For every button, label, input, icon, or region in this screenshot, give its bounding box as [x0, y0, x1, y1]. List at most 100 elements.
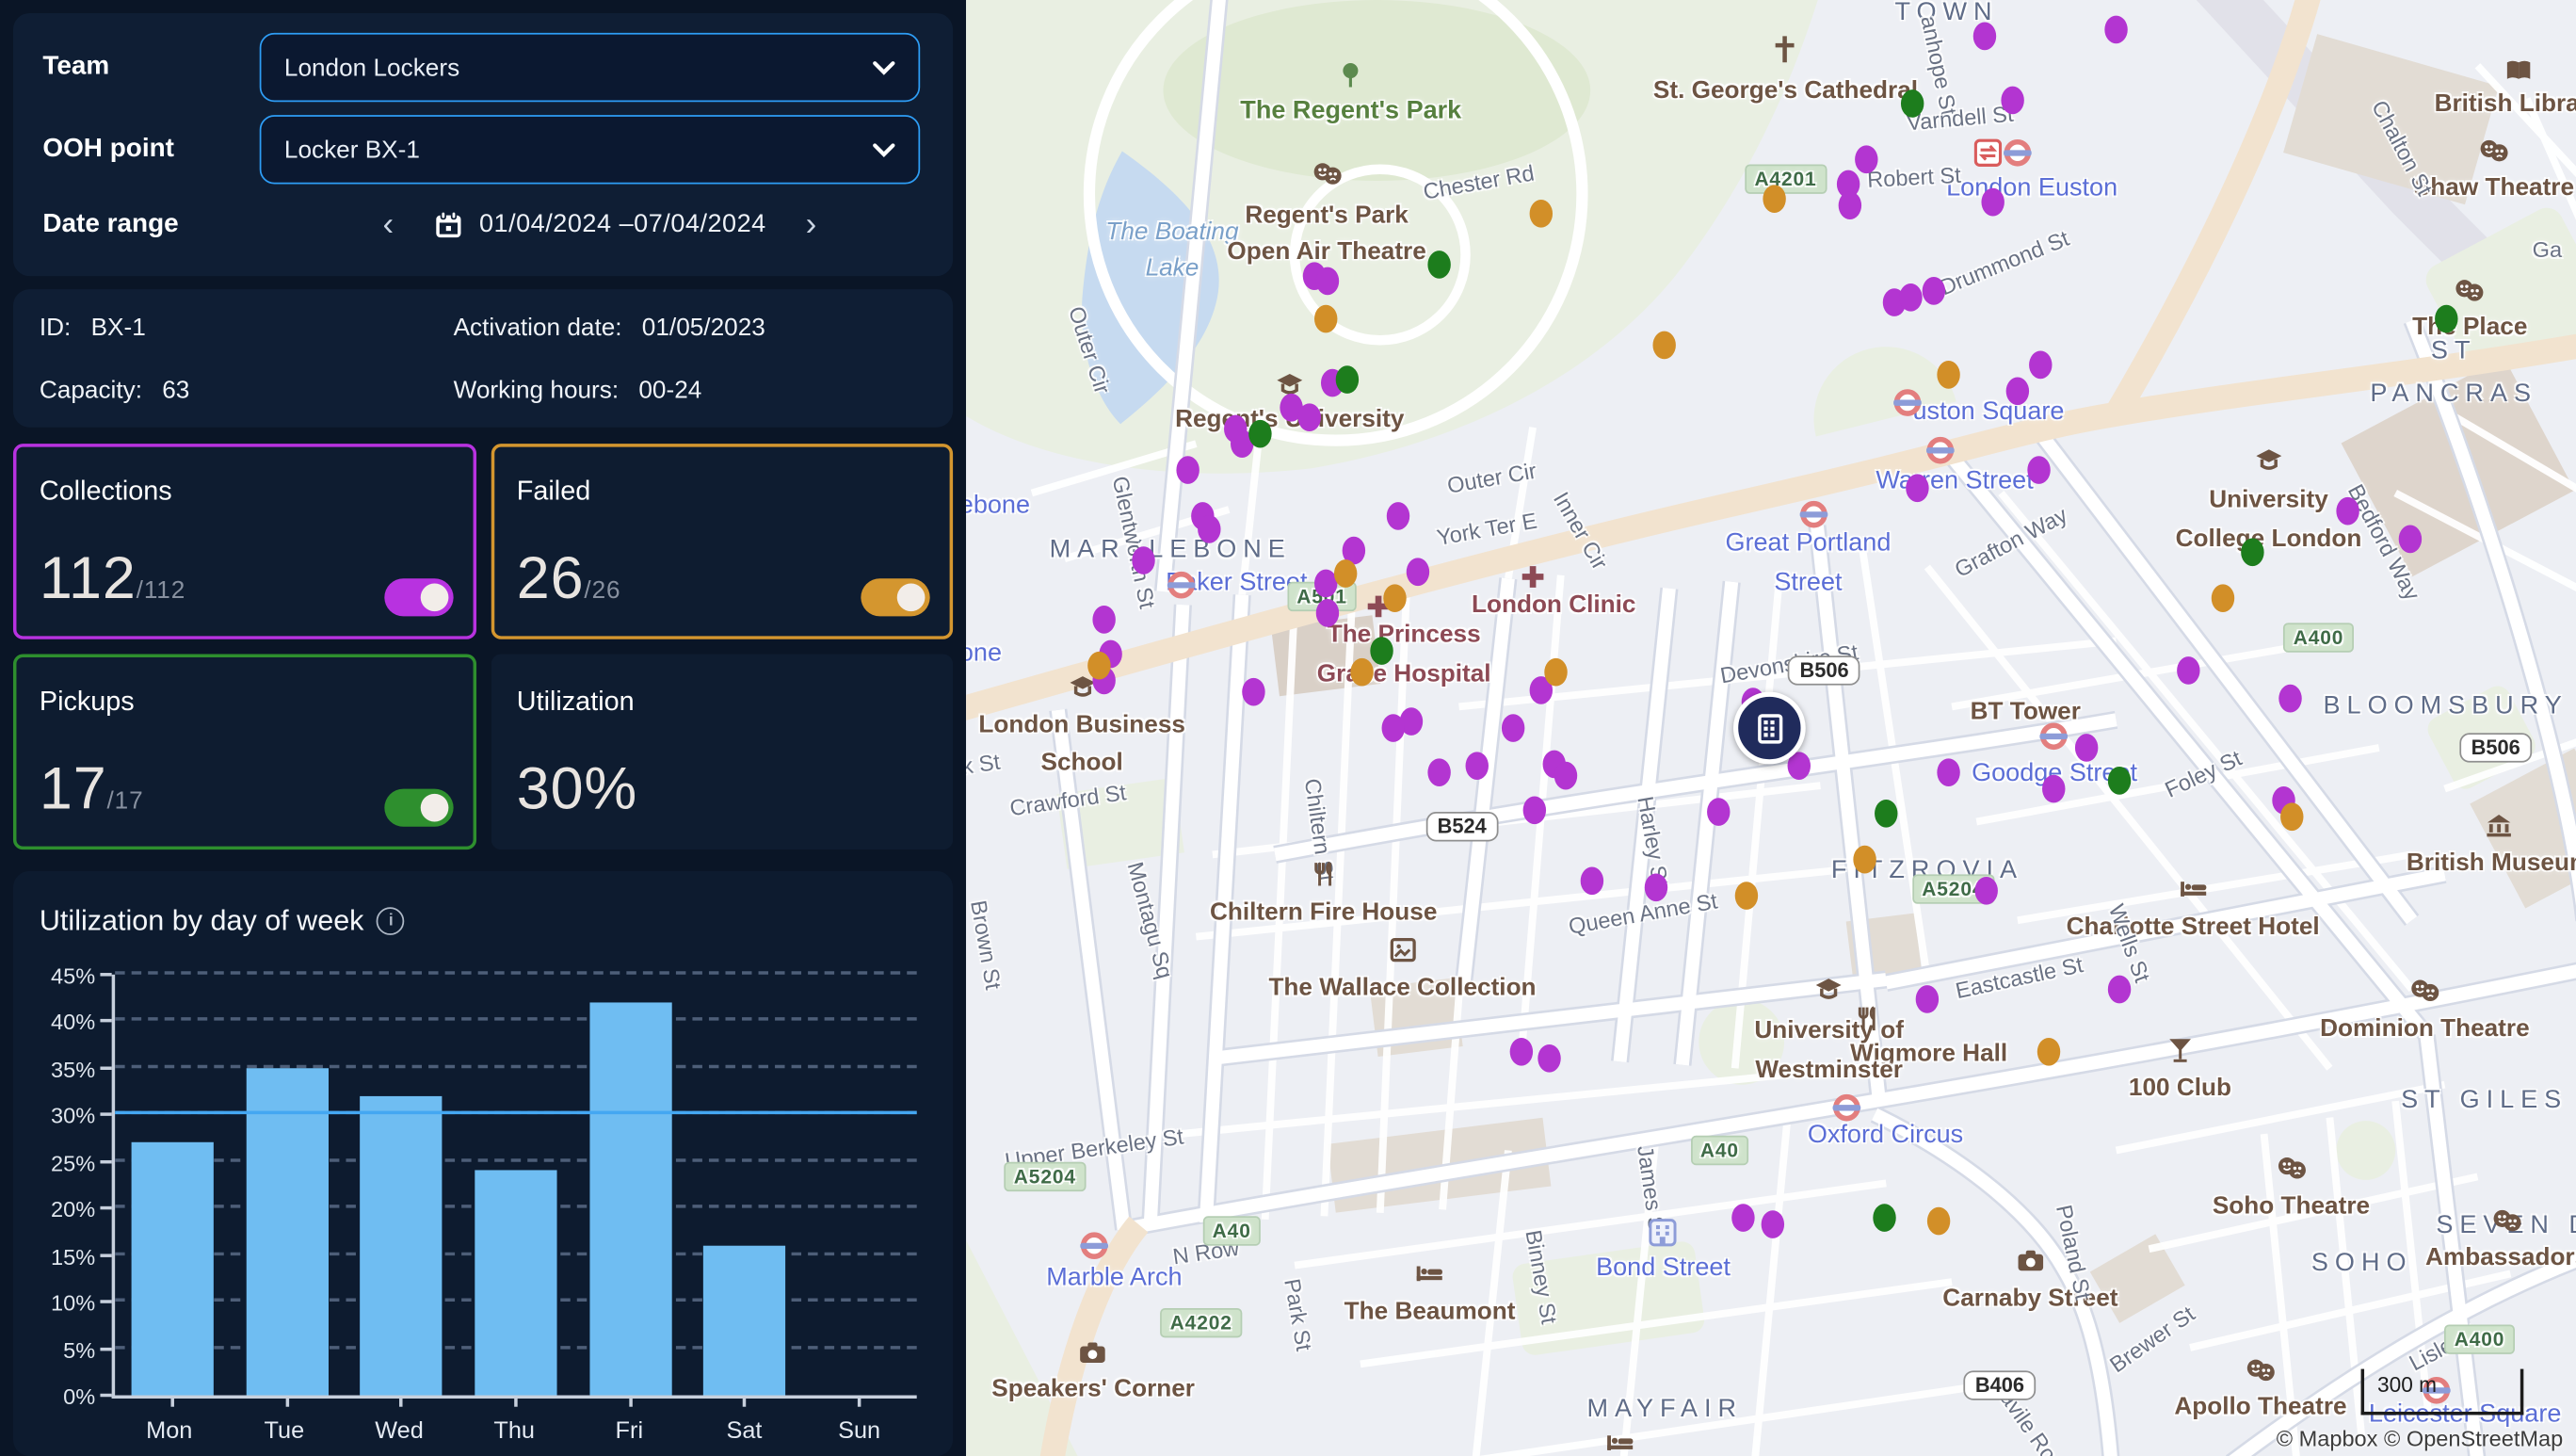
map-dot-collection[interactable] — [2399, 525, 2422, 553]
map-dot-collection[interactable] — [1855, 145, 1877, 173]
map-dot-failed[interactable] — [1735, 882, 1758, 910]
map-dot-collection[interactable] — [1732, 1204, 1755, 1232]
map-dot-pickup[interactable] — [1249, 420, 1272, 448]
map-dot-collection[interactable] — [1982, 188, 2004, 217]
map-dot-collection[interactable] — [2104, 15, 2127, 43]
y-tick — [100, 1394, 111, 1397]
map-dot-collection[interactable] — [1706, 799, 1729, 827]
map-dot-failed[interactable] — [1334, 559, 1357, 588]
map-dot-failed[interactable] — [1313, 305, 1336, 333]
map-dot-collection[interactable] — [1428, 758, 1451, 786]
map-dot-pickup[interactable] — [2241, 538, 2263, 566]
map-dot-pickup[interactable] — [1336, 366, 1359, 395]
map-dot-failed[interactable] — [1653, 332, 1676, 360]
map-label-poi: London Business — [978, 711, 1185, 739]
map-dot-collection[interactable] — [1916, 985, 1939, 1013]
toggle-pickups[interactable] — [383, 789, 452, 827]
map-dot-collection[interactable] — [1198, 514, 1220, 542]
underground-roundel-icon — [1080, 1232, 1109, 1261]
map-dot-collection[interactable] — [1465, 752, 1488, 780]
map-dot-collection[interactable] — [1906, 474, 1928, 502]
map-dot-failed[interactable] — [1853, 845, 1876, 873]
map-dot-collection[interactable] — [1297, 404, 1320, 432]
map-dot-collection[interactable] — [1523, 796, 1546, 824]
map-dot-pickup[interactable] — [1873, 1204, 1895, 1232]
map-dot-failed[interactable] — [2212, 585, 2234, 613]
date-range-value[interactable]: 01/04/2024 –07/04/2024 — [479, 210, 766, 239]
map-dot-collection[interactable] — [1975, 877, 1998, 905]
sidebar: Team London Lockers OOH point Locker BX-… — [0, 0, 966, 1456]
ooh-point-label: OOH point — [26, 135, 260, 164]
bed-icon — [1606, 1431, 1634, 1452]
map-dot-failed[interactable] — [1383, 585, 1406, 613]
map-dot-collection[interactable] — [1538, 1044, 1560, 1073]
y-tick — [100, 1347, 111, 1350]
map-dot-collection[interactable] — [2043, 775, 2066, 803]
map-dot-collection[interactable] — [1762, 1210, 1784, 1238]
map-dot-failed[interactable] — [1544, 658, 1567, 687]
map-dot-failed[interactable] — [1937, 360, 1959, 388]
y-tick — [100, 1301, 111, 1303]
map-dot-pickup[interactable] — [1370, 637, 1393, 665]
map-dot-pickup[interactable] — [1901, 89, 1924, 118]
map-dot-collection[interactable] — [2075, 735, 2098, 763]
map-dot-collection[interactable] — [2027, 457, 2050, 485]
map-dot-collection[interactable] — [1937, 759, 1959, 787]
info-icon[interactable]: i — [377, 907, 405, 935]
prev-period-button[interactable]: ‹ — [366, 209, 411, 242]
map-dot-collection[interactable] — [1581, 867, 1603, 896]
card-value: 17/17 — [40, 754, 144, 823]
map-label-station: Marble Arch — [1046, 1264, 1182, 1293]
map-dot-collection[interactable] — [1177, 457, 1199, 485]
map-dot-collection[interactable] — [1381, 714, 1404, 742]
map-dot-collection[interactable] — [1839, 191, 1861, 219]
map-dot-collection[interactable] — [1502, 714, 1524, 742]
map-dot-collection[interactable] — [2028, 351, 2051, 380]
map-dot-collection[interactable] — [1243, 678, 1265, 706]
selected-locker-marker[interactable] — [1733, 692, 1806, 765]
map-dot-collection[interactable] — [1315, 267, 1338, 296]
map-dot-collection[interactable] — [2006, 378, 2029, 406]
map-dot-failed[interactable] — [1529, 200, 1552, 228]
map-panel[interactable]: 300 m © Mapbox © OpenStreetMap TOWNMARYL… — [966, 0, 2576, 1456]
calendar-icon[interactable] — [433, 210, 462, 239]
map-label-poi: Regent's Park — [1245, 202, 1409, 230]
map-dot-failed[interactable] — [1351, 658, 1374, 687]
map-dot-collection[interactable] — [2177, 655, 2199, 684]
theater-masks-icon — [2479, 139, 2508, 164]
map-dot-failed[interactable] — [1927, 1207, 1950, 1236]
map-dot-collection[interactable] — [1923, 277, 1945, 305]
map-dot-collection[interactable] — [2107, 976, 2130, 1004]
toggle-collections[interactable] — [383, 578, 452, 616]
map-dot-collection[interactable] — [1132, 546, 1154, 574]
map-dot-failed[interactable] — [1763, 186, 1785, 214]
map-dot-pickup[interactable] — [1428, 251, 1451, 280]
map-dot-failed[interactable] — [2279, 802, 2302, 831]
map-dot-collection[interactable] — [1315, 599, 1338, 627]
map-dot-collection[interactable] — [1093, 607, 1116, 635]
map-dot-collection[interactable] — [1554, 762, 1576, 790]
map-dot-pickup[interactable] — [2107, 767, 2130, 795]
map-dot-collection[interactable] — [2336, 497, 2359, 526]
map-dot-collection[interactable] — [1973, 23, 1996, 51]
map-dot-collection[interactable] — [1510, 1037, 1533, 1065]
toggle-failed[interactable] — [861, 578, 929, 616]
map-dot-failed[interactable] — [1088, 652, 1111, 680]
map-dot-pickup[interactable] — [2434, 305, 2456, 333]
team-select[interactable]: London Lockers — [260, 33, 920, 102]
map-label-station: Oxford Circus — [1808, 1121, 1963, 1150]
card-title: Failed — [517, 477, 926, 508]
map-dot-collection[interactable] — [1645, 874, 1667, 902]
x-tick-label: Fri — [572, 1418, 686, 1445]
map-dot-collection[interactable] — [1900, 283, 1923, 312]
next-period-button[interactable]: › — [766, 209, 833, 242]
ooh-point-select[interactable]: Locker BX-1 — [260, 115, 920, 184]
map-dot-collection[interactable] — [2001, 87, 2023, 115]
map-dot-pickup[interactable] — [1874, 800, 1896, 828]
map-label-water: Lake — [1146, 254, 1199, 283]
map-dot-collection[interactable] — [1407, 558, 1429, 587]
map-dot-collection[interactable] — [1313, 570, 1336, 598]
map-dot-collection[interactable] — [1386, 501, 1409, 529]
map-dot-collection[interactable] — [2278, 685, 2301, 713]
map-dot-failed[interactable] — [2037, 1037, 2059, 1065]
